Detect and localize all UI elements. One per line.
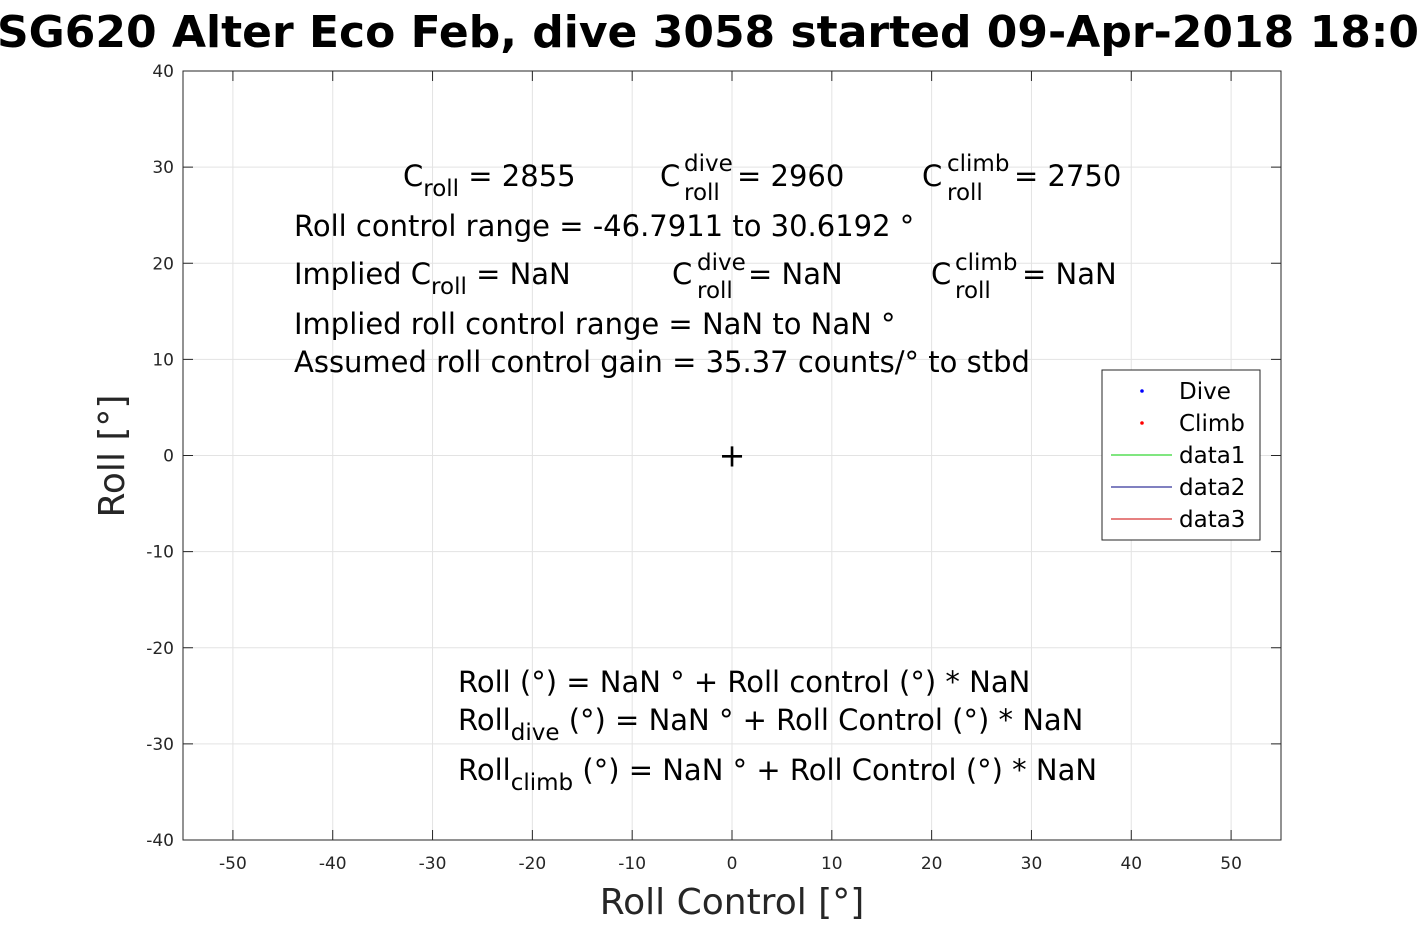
annotation-implied-croll-dive-sup: dive	[697, 250, 746, 276]
annotation-implied-croll-dive-value: = NaN	[748, 257, 843, 291]
y-tick-label: -20	[146, 639, 174, 659]
y-tick-label: -10	[146, 543, 174, 563]
chart-title: SG620 Alter Eco Feb, dive 3058 started 0…	[0, 7, 1417, 58]
legend-marker-dive	[1140, 389, 1144, 393]
annotation-implied-croll-dive-sub: roll	[697, 278, 733, 304]
x-axis-label: Roll Control [°]	[600, 882, 865, 923]
x-tick-label: -20	[518, 854, 546, 874]
annotation-croll-climb: C	[922, 159, 942, 193]
x-tick-label: -10	[618, 854, 646, 874]
x-tick-label: 40	[1120, 854, 1142, 874]
y-tick-label: -40	[146, 831, 174, 851]
legend-label-dive: Dive	[1179, 379, 1231, 405]
legend-label-data2: data2	[1179, 475, 1245, 501]
y-tick-label: 10	[152, 350, 174, 370]
center-plus-marker: +	[719, 437, 746, 475]
annotation-implied-croll-climb-sup: climb	[955, 250, 1017, 276]
annotation-implied-croll: Implied Croll = NaN	[294, 257, 571, 300]
annotation-implied-range: Implied roll control range = NaN to NaN …	[294, 307, 896, 341]
annotation-croll-climb-value: = 2750	[1014, 159, 1121, 193]
x-tick-label: -30	[419, 854, 447, 874]
annotation-fit-dive: Rolldive (°) = NaN ° + Roll Control (°) …	[458, 703, 1083, 746]
annotation-fit-climb: Rollclimb (°) = NaN ° + Roll Control (°)…	[458, 753, 1097, 796]
legend-marker-climb	[1140, 421, 1144, 425]
annotation-croll-climb-sup: climb	[947, 151, 1009, 177]
annotation-roll-control-range: Roll control range = -46.7911 to 30.6192…	[294, 209, 914, 243]
annotation-implied-croll-climb: C	[931, 257, 951, 291]
y-tick-label: -30	[146, 735, 174, 755]
annotation-implied-croll-climb-sub: roll	[955, 278, 991, 304]
legend-label-data1: data1	[1179, 443, 1245, 469]
x-tick-label: 10	[821, 854, 843, 874]
annotation-implied-croll-climb-value: = NaN	[1022, 257, 1117, 291]
legend-label-climb: Climb	[1179, 411, 1245, 437]
legend-label-data3: data3	[1179, 507, 1245, 533]
y-tick-label: 30	[152, 158, 174, 178]
annotation-gain: Assumed roll control gain = 35.37 counts…	[294, 345, 1030, 379]
y-tick-label: 0	[163, 447, 174, 467]
x-tick-label: 20	[921, 854, 943, 874]
annotation-croll-dive-sub: roll	[684, 180, 720, 206]
y-tick-label: 20	[152, 254, 174, 274]
annotation-implied-croll-dive: C	[672, 257, 692, 291]
x-tick-label: -40	[319, 854, 347, 874]
x-tick-label: 0	[727, 854, 738, 874]
annotation-fit: Roll (°) = NaN ° + Roll control (°) * Na…	[458, 665, 1030, 699]
y-tick-label: 40	[152, 62, 174, 82]
annotation-croll-dive: C	[660, 159, 680, 193]
plot-frame	[182, 70, 1282, 841]
axis-ticks: -50 -40 -30 -20 -10 0 10 20 30 40 50 -40 -30 -20 -10 0 1…	[146, 62, 1281, 874]
annotation-croll-dive-value: = 2960	[737, 159, 844, 193]
x-tick-label: -50	[219, 854, 247, 874]
annotation-croll: Croll = 2855	[403, 159, 576, 202]
legend: Dive Climb data1 data2 data3	[1101, 369, 1261, 541]
y-axis-label: Roll [°]	[92, 395, 133, 518]
x-tick-label: 30	[1021, 854, 1043, 874]
annotation-croll-climb-sub: roll	[947, 180, 983, 206]
x-tick-label: 50	[1220, 854, 1242, 874]
annotation-croll-dive-sup: dive	[684, 151, 733, 177]
